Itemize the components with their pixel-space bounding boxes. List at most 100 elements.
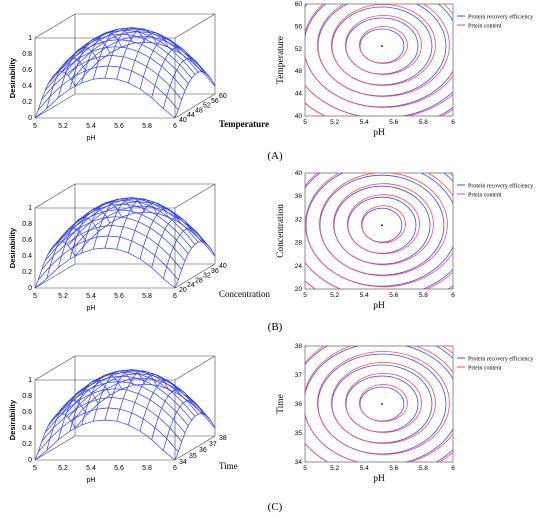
z-axis-label: Desirability xyxy=(8,57,17,98)
contour-line-protein-recovery xyxy=(359,28,405,64)
optimum-point xyxy=(381,224,383,227)
contour-line-protein-content xyxy=(317,4,450,97)
legend-label: Protein recovery efficiency xyxy=(468,14,533,21)
y-axis-label: Temperature xyxy=(219,119,269,129)
contour-line-protein-recovery xyxy=(359,386,405,422)
surface-grid-line xyxy=(71,377,212,423)
y-tick-label: 60 xyxy=(295,1,303,8)
z-tick-label: 1 xyxy=(28,205,32,212)
contour-line-protein-recovery xyxy=(347,196,417,254)
y-tick-label: 28 xyxy=(195,277,203,284)
z-tick-label: 0.2 xyxy=(22,269,32,276)
x-tick-label: 6 xyxy=(173,123,177,130)
contour-line-protein-content xyxy=(331,362,436,444)
surface-grid-line xyxy=(74,41,216,87)
y-tick-label: 36 xyxy=(211,268,219,275)
surface-grid-line xyxy=(162,57,204,109)
z-tick-label: 1 xyxy=(28,377,32,384)
y-tick-label: 32 xyxy=(295,216,303,223)
y-tick-label: 28 xyxy=(295,240,303,247)
x-tick-label: 5.4 xyxy=(360,465,369,472)
y-tick-label: 40 xyxy=(219,263,227,270)
bounding-box-edge xyxy=(34,435,76,461)
y-tick-label: 34 xyxy=(179,459,187,466)
surface-grid-line xyxy=(44,216,186,261)
bounding-box-edge xyxy=(34,13,76,39)
x-tick-label: 5.8 xyxy=(419,292,428,299)
y-tick-label: 24 xyxy=(295,263,303,270)
surface-grid-line xyxy=(74,211,216,257)
x-tick-label: 5.6 xyxy=(389,119,398,126)
bounding-box-edge xyxy=(174,263,216,289)
z-axis-label: Desirability xyxy=(8,399,17,440)
contour-line-protein-recovery xyxy=(345,17,419,75)
y-tick-label: 40 xyxy=(179,117,187,124)
x-tick-label: 5.4 xyxy=(86,465,96,472)
y-tick-label: 32 xyxy=(203,273,211,280)
z-tick-label: 0.8 xyxy=(22,51,32,58)
z-tick-label: 0.6 xyxy=(22,409,32,416)
contour-line-protein-content xyxy=(331,4,436,86)
x-tick-label: 5 xyxy=(303,465,307,472)
y-tick-label: 52 xyxy=(295,46,303,53)
bounding-box-edge xyxy=(174,93,216,119)
x-tick-label: 5.2 xyxy=(330,465,339,472)
x-tick-label: 5.2 xyxy=(58,465,68,472)
contour-line-protein-recovery xyxy=(317,353,447,455)
panel-label-b: (B) xyxy=(267,321,283,333)
bounding-box-edge xyxy=(174,183,216,209)
bounding-box-edge xyxy=(34,355,76,381)
contour-line-protein-recovery xyxy=(331,364,433,444)
surface-grid-line xyxy=(68,201,209,246)
bounding-box-edge xyxy=(34,263,76,289)
x-tick-label: 5.8 xyxy=(419,465,428,472)
bounding-box-edge xyxy=(174,435,216,461)
surface-grid-line xyxy=(74,383,216,429)
surface-grid-line xyxy=(151,216,193,268)
x-axis-label: pH xyxy=(373,128,385,138)
surface-grid-line xyxy=(34,241,76,289)
contour-line-protein-content xyxy=(305,173,453,288)
x-tick-label: 5.6 xyxy=(114,465,124,472)
bounding-box-edge xyxy=(34,183,76,209)
y-tick-label: 36 xyxy=(295,193,303,200)
z-tick-label: 1 xyxy=(28,35,32,42)
optimum-point xyxy=(381,45,383,47)
contour-line-protein-content xyxy=(359,384,408,422)
contour-line-protein-content xyxy=(345,15,422,75)
contour-line-protein-recovery xyxy=(317,4,447,97)
z-tick-label: 0 xyxy=(28,285,32,292)
contour-line-protein-recovery xyxy=(333,185,431,265)
z-tick-label: 0.2 xyxy=(22,99,32,106)
x-tick-label: 5.2 xyxy=(330,292,339,299)
y-tick-label: 20 xyxy=(295,286,303,293)
x-tick-label: 5 xyxy=(33,123,37,130)
x-tick-label: 6 xyxy=(451,465,455,472)
surface-grid-line xyxy=(34,77,176,119)
x-axis-label: pH xyxy=(87,477,96,484)
surface-grid-line xyxy=(34,413,76,461)
contour-line-protein-content xyxy=(345,373,422,433)
surface-grid-line xyxy=(41,55,182,100)
contour-line-protein-recovery xyxy=(361,207,403,243)
contour-line-protein-content xyxy=(347,194,420,255)
y-tick-label: 56 xyxy=(295,23,303,30)
plot-frame xyxy=(304,3,454,117)
surface-grid-line xyxy=(71,35,212,81)
surface-grid-line xyxy=(34,419,176,461)
x-axis-label: pH xyxy=(373,474,385,484)
surface-grid-line xyxy=(139,380,181,432)
surface-grid-line xyxy=(71,205,212,251)
x-tick-label: 5.6 xyxy=(114,293,124,300)
surface-grid-line xyxy=(34,247,176,289)
surface-grid-line xyxy=(44,46,186,91)
y-tick-label: 56 xyxy=(211,98,219,105)
legend-label: Prtein content xyxy=(468,366,502,372)
contour-line-protein-content xyxy=(361,205,406,244)
y-tick-label: 44 xyxy=(187,112,195,119)
x-tick-label: 6 xyxy=(173,293,177,300)
x-tick-label: 5 xyxy=(33,465,37,472)
y-axis-label: Concentration xyxy=(219,289,270,299)
